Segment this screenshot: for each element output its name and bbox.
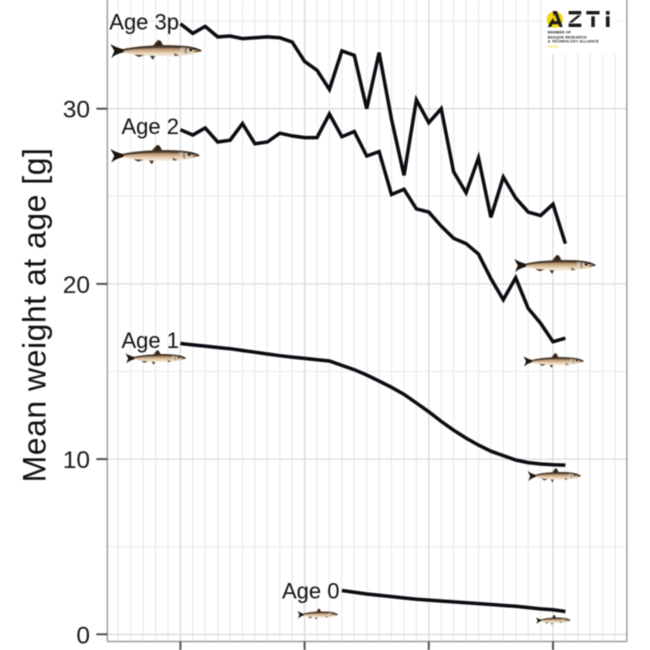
svg-text:Age 1: Age 1 — [122, 328, 180, 353]
svg-text:10: 10 — [63, 447, 90, 474]
svg-text:Mean weight at age [g]: Mean weight at age [g] — [17, 148, 53, 483]
svg-text:& TECHNOLOGY ALLIANCE: & TECHNOLOGY ALLIANCE — [548, 40, 600, 44]
svg-text:Age 3p: Age 3p — [109, 10, 179, 35]
svg-text:Age 0: Age 0 — [282, 579, 340, 604]
svg-text:MEMBER OF: MEMBER OF — [548, 31, 572, 35]
svg-text:BASQUE RESEARCH: BASQUE RESEARCH — [548, 36, 587, 40]
svg-text:azti brta: azti brta — [548, 45, 559, 49]
svg-text:0: 0 — [76, 622, 90, 649]
svg-text:30: 30 — [63, 97, 90, 124]
svg-text:Age 2: Age 2 — [122, 114, 180, 139]
svg-text:20: 20 — [63, 272, 90, 299]
